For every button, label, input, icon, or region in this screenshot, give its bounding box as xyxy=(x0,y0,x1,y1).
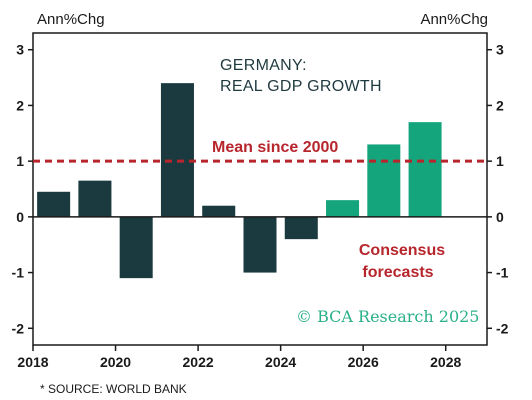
y-tick-label-right: -2 xyxy=(496,320,509,336)
bar xyxy=(202,205,236,217)
bar xyxy=(408,122,442,217)
y-tick-label-left: 3 xyxy=(16,42,24,58)
bar xyxy=(78,180,112,217)
bar xyxy=(326,200,360,217)
consensus-annotation-line2: forecasts xyxy=(362,264,433,281)
y-tick-label-left: -2 xyxy=(12,320,25,336)
y-tick-label-right: 2 xyxy=(496,97,504,113)
y-tick-label-right: 3 xyxy=(496,42,504,58)
y-tick-label-right: -1 xyxy=(496,265,509,281)
y-tick-label-left: -1 xyxy=(12,265,25,281)
x-tick-label: 2018 xyxy=(17,354,48,370)
y-tick-label-right: 1 xyxy=(496,153,504,169)
bar xyxy=(243,216,277,273)
source-note: * SOURCE: WORLD BANK xyxy=(40,382,187,396)
x-tick-label: 2028 xyxy=(430,354,461,370)
y-tick-label-left: 1 xyxy=(16,153,24,169)
bar xyxy=(160,83,194,217)
bar xyxy=(119,216,153,279)
x-tick-label: 2022 xyxy=(183,354,214,370)
x-tick-label: 2026 xyxy=(348,354,379,370)
x-tick-label: 2024 xyxy=(265,354,296,370)
bar xyxy=(367,144,401,217)
bar xyxy=(284,216,318,240)
consensus-annotation-line1: Consensus xyxy=(359,242,445,259)
y-tick-label-left: 2 xyxy=(16,97,24,113)
y-axis-unit-right: Ann%Chg xyxy=(420,11,488,28)
x-tick-label: 2020 xyxy=(100,354,131,370)
chart-title-line1: GERMANY: xyxy=(220,57,307,74)
bca-watermark: © BCA Research 2025 xyxy=(296,307,479,326)
y-tick-label-right: 0 xyxy=(496,209,504,225)
mean-line-label: Mean since 2000 xyxy=(212,139,338,156)
chart-title-line2: REAL GDP GROWTH xyxy=(220,78,382,95)
y-tick-label-left: 0 xyxy=(16,209,24,225)
y-axis-unit-left: Ann%Chg xyxy=(37,11,105,28)
plot-frame xyxy=(32,32,488,346)
bar xyxy=(37,191,71,217)
